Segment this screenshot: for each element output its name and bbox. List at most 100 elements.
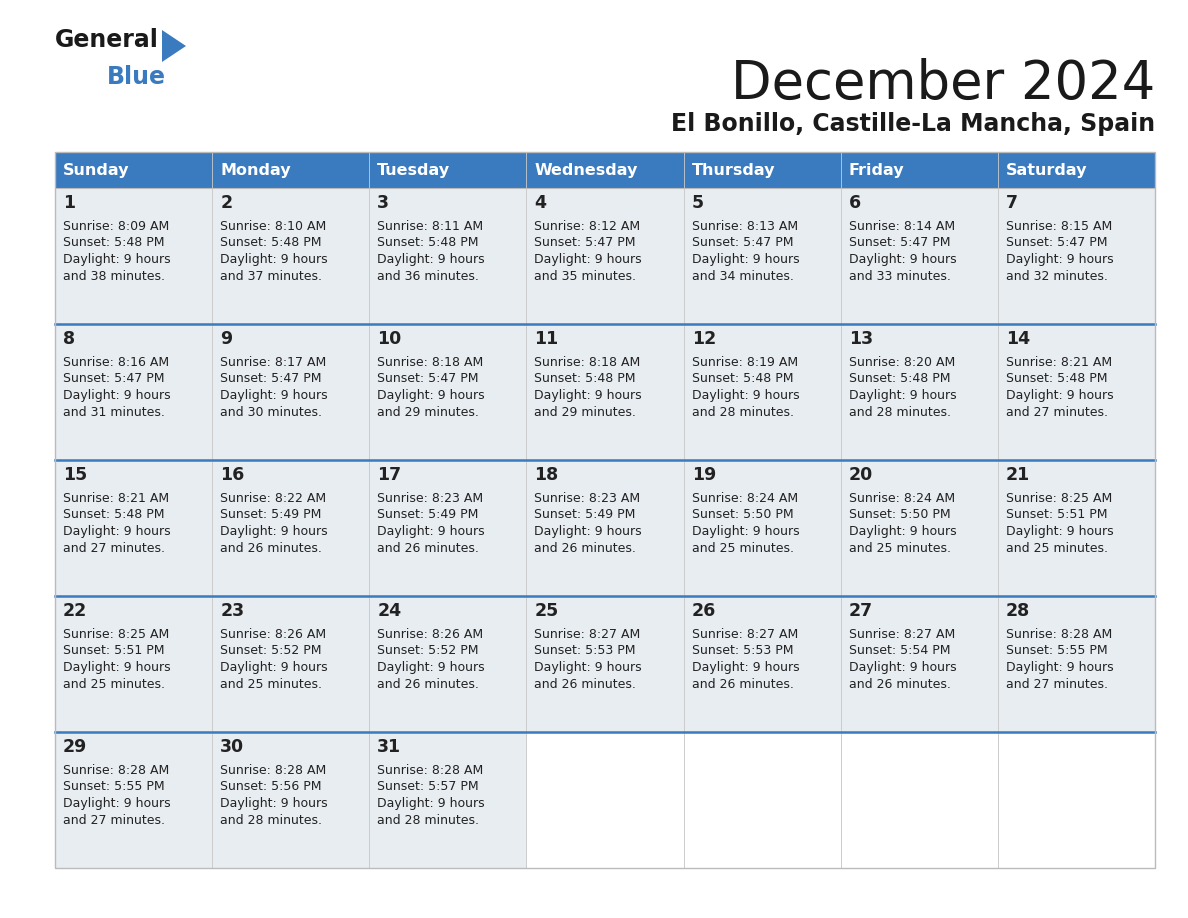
Text: Daylight: 9 hours: Daylight: 9 hours: [535, 389, 642, 402]
Bar: [369, 324, 526, 460]
Text: and 38 minutes.: and 38 minutes.: [63, 270, 165, 283]
Bar: [55, 188, 213, 324]
Text: Sunset: 5:47 PM: Sunset: 5:47 PM: [535, 237, 636, 250]
Text: and 29 minutes.: and 29 minutes.: [378, 406, 479, 419]
Text: Sunset: 5:50 PM: Sunset: 5:50 PM: [691, 509, 794, 521]
Bar: [213, 152, 369, 188]
Bar: [841, 732, 998, 868]
Text: Daylight: 9 hours: Daylight: 9 hours: [220, 661, 328, 674]
Text: Sunrise: 8:21 AM: Sunrise: 8:21 AM: [1006, 356, 1112, 369]
Text: Sunset: 5:49 PM: Sunset: 5:49 PM: [535, 509, 636, 521]
Text: Sunset: 5:48 PM: Sunset: 5:48 PM: [378, 237, 479, 250]
Text: Sunrise: 8:25 AM: Sunrise: 8:25 AM: [63, 628, 169, 641]
Text: Daylight: 9 hours: Daylight: 9 hours: [691, 661, 800, 674]
Text: 17: 17: [378, 466, 402, 484]
Text: and 28 minutes.: and 28 minutes.: [378, 813, 479, 826]
Text: Sunset: 5:47 PM: Sunset: 5:47 PM: [1006, 237, 1107, 250]
Bar: [683, 324, 841, 460]
Text: 29: 29: [63, 738, 87, 756]
Polygon shape: [162, 30, 187, 62]
Bar: [369, 732, 526, 868]
Text: Sunset: 5:47 PM: Sunset: 5:47 PM: [378, 373, 479, 386]
Text: Daylight: 9 hours: Daylight: 9 hours: [691, 525, 800, 538]
Text: Sunrise: 8:23 AM: Sunrise: 8:23 AM: [378, 492, 484, 505]
Text: Daylight: 9 hours: Daylight: 9 hours: [378, 797, 485, 810]
Bar: [526, 152, 683, 188]
Text: Sunrise: 8:13 AM: Sunrise: 8:13 AM: [691, 220, 797, 233]
Text: December 2024: December 2024: [731, 58, 1155, 110]
Text: and 26 minutes.: and 26 minutes.: [535, 542, 637, 554]
Text: 1: 1: [63, 194, 75, 212]
Text: 11: 11: [535, 330, 558, 348]
Text: and 27 minutes.: and 27 minutes.: [63, 542, 165, 554]
Bar: [998, 152, 1155, 188]
Text: and 37 minutes.: and 37 minutes.: [220, 270, 322, 283]
Bar: [55, 732, 213, 868]
Bar: [683, 152, 841, 188]
Text: 13: 13: [848, 330, 873, 348]
Bar: [369, 596, 526, 732]
Text: Daylight: 9 hours: Daylight: 9 hours: [63, 253, 171, 266]
Text: Daylight: 9 hours: Daylight: 9 hours: [1006, 253, 1113, 266]
Text: Daylight: 9 hours: Daylight: 9 hours: [63, 525, 171, 538]
Text: Sunrise: 8:10 AM: Sunrise: 8:10 AM: [220, 220, 327, 233]
Bar: [213, 732, 369, 868]
Text: Daylight: 9 hours: Daylight: 9 hours: [220, 253, 328, 266]
Text: Daylight: 9 hours: Daylight: 9 hours: [220, 389, 328, 402]
Bar: [526, 732, 683, 868]
Text: and 26 minutes.: and 26 minutes.: [220, 542, 322, 554]
Text: and 27 minutes.: and 27 minutes.: [63, 813, 165, 826]
Bar: [998, 324, 1155, 460]
Text: and 36 minutes.: and 36 minutes.: [378, 270, 479, 283]
Text: 7: 7: [1006, 194, 1018, 212]
Bar: [55, 596, 213, 732]
Text: Sunrise: 8:21 AM: Sunrise: 8:21 AM: [63, 492, 169, 505]
Text: Sunset: 5:53 PM: Sunset: 5:53 PM: [535, 644, 636, 657]
Text: 30: 30: [220, 738, 245, 756]
Text: 10: 10: [378, 330, 402, 348]
Bar: [998, 596, 1155, 732]
Text: Monday: Monday: [220, 162, 291, 177]
Text: Sunrise: 8:24 AM: Sunrise: 8:24 AM: [848, 492, 955, 505]
Text: Sunrise: 8:09 AM: Sunrise: 8:09 AM: [63, 220, 169, 233]
Text: and 26 minutes.: and 26 minutes.: [848, 677, 950, 690]
Text: Daylight: 9 hours: Daylight: 9 hours: [220, 797, 328, 810]
Bar: [55, 324, 213, 460]
Text: and 29 minutes.: and 29 minutes.: [535, 406, 637, 419]
Bar: [213, 324, 369, 460]
Text: and 27 minutes.: and 27 minutes.: [1006, 406, 1108, 419]
Text: Sunset: 5:48 PM: Sunset: 5:48 PM: [63, 237, 164, 250]
Text: and 33 minutes.: and 33 minutes.: [848, 270, 950, 283]
Text: Sunrise: 8:28 AM: Sunrise: 8:28 AM: [378, 764, 484, 777]
Text: Sunset: 5:48 PM: Sunset: 5:48 PM: [691, 373, 794, 386]
Text: Sunrise: 8:23 AM: Sunrise: 8:23 AM: [535, 492, 640, 505]
Text: and 25 minutes.: and 25 minutes.: [691, 542, 794, 554]
Text: Sunrise: 8:27 AM: Sunrise: 8:27 AM: [535, 628, 640, 641]
Text: and 27 minutes.: and 27 minutes.: [1006, 677, 1108, 690]
Text: Sunrise: 8:25 AM: Sunrise: 8:25 AM: [1006, 492, 1112, 505]
Text: 19: 19: [691, 466, 716, 484]
Bar: [55, 152, 1155, 868]
Text: 25: 25: [535, 602, 558, 620]
Text: Sunrise: 8:27 AM: Sunrise: 8:27 AM: [848, 628, 955, 641]
Text: and 25 minutes.: and 25 minutes.: [63, 677, 165, 690]
Text: Tuesday: Tuesday: [378, 162, 450, 177]
Text: Friday: Friday: [848, 162, 904, 177]
Text: Daylight: 9 hours: Daylight: 9 hours: [848, 389, 956, 402]
Text: Sunset: 5:47 PM: Sunset: 5:47 PM: [691, 237, 794, 250]
Text: Sunset: 5:48 PM: Sunset: 5:48 PM: [220, 237, 322, 250]
Text: 26: 26: [691, 602, 716, 620]
Text: and 28 minutes.: and 28 minutes.: [848, 406, 950, 419]
Text: Sunrise: 8:18 AM: Sunrise: 8:18 AM: [378, 356, 484, 369]
Bar: [55, 460, 213, 596]
Text: Daylight: 9 hours: Daylight: 9 hours: [535, 661, 642, 674]
Bar: [683, 460, 841, 596]
Text: Sunrise: 8:24 AM: Sunrise: 8:24 AM: [691, 492, 797, 505]
Text: Sunrise: 8:11 AM: Sunrise: 8:11 AM: [378, 220, 484, 233]
Text: 14: 14: [1006, 330, 1030, 348]
Bar: [213, 188, 369, 324]
Text: Wednesday: Wednesday: [535, 162, 638, 177]
Text: and 28 minutes.: and 28 minutes.: [220, 813, 322, 826]
Text: Sunrise: 8:26 AM: Sunrise: 8:26 AM: [220, 628, 327, 641]
Text: Sunset: 5:49 PM: Sunset: 5:49 PM: [378, 509, 479, 521]
